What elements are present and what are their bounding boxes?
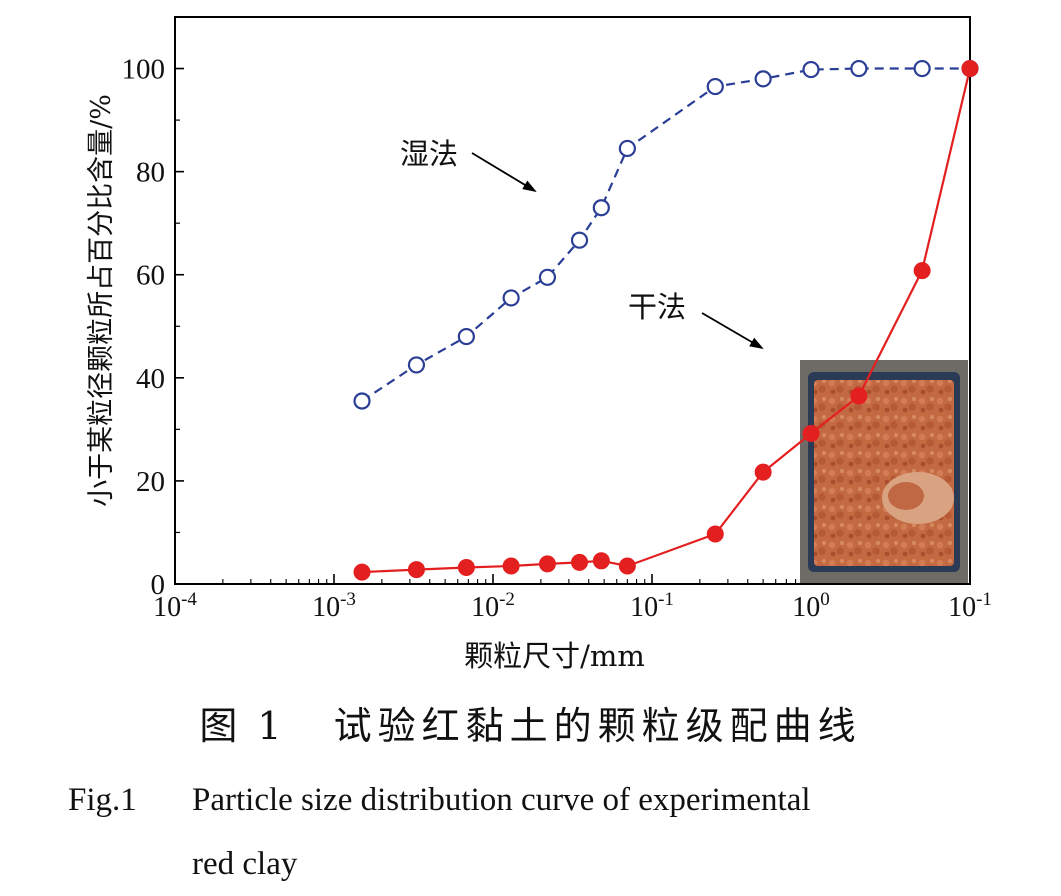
annotation-wet-label: 湿法 [400,137,458,171]
data-point-wet [502,289,520,307]
caption-en-text-line1: Particle size distribution curve of expe… [192,782,811,818]
caption-english: Fig.1 Particle size distribution curve of… [68,768,1028,896]
data-point-wet [538,268,557,286]
data-point-dry [407,561,425,579]
y-tick-label: 40 [136,363,165,395]
data-point-wet [457,327,475,346]
caption-en-text-line2: red clay [192,846,298,882]
annotation-dry-label: 干法 [628,290,686,324]
particle-size-chart: 0 20 40 60 80 100 10-4 10-3 10-2 10-1 100 10-1 颗粒尺寸/… [86,16,992,673]
data-point-dry [353,563,371,581]
plot-frame [174,16,971,585]
caption-cn-text: 试验红黏土的颗粒级配曲线 [333,704,862,748]
inset-clay-in-hand [888,482,924,510]
x-tick-label: 10-3 [312,589,356,623]
inset-photo-clay-tray [800,360,968,583]
x-tick-label: 10-4 [153,589,197,623]
data-point-wet [913,59,931,78]
data-point-dry [538,555,556,573]
caption-en-label: Fig.1 [68,782,137,818]
data-point-dry [706,525,724,543]
data-point-dry [913,262,931,280]
x-tick-label: 100 [792,589,830,623]
y-tick-label: 0 [151,569,166,601]
data-point-wet [706,77,724,96]
y-axis-title: 小于某粒径颗粒所占百分比含量/% [86,94,117,507]
y-tick-label: 100 [122,54,166,86]
data-point-wet [802,60,820,79]
data-point-wet [592,199,610,217]
caption-cn-label: 图 [199,704,244,748]
data-point-wet [570,231,589,249]
x-tick-label: 10-1 [630,589,674,623]
inset-clay-surface [814,380,954,566]
data-point-wet [754,70,772,88]
y-tick-label: 20 [136,466,165,498]
y-tick-label: 80 [136,157,165,189]
data-point-dry [961,60,979,78]
data-point-dry [457,559,475,577]
annotation-dry-arrow [701,312,764,350]
data-point-dry [618,557,636,575]
data-point-wet [850,59,868,78]
x-tick-label: 10-2 [471,589,515,623]
data-point-wet [618,139,636,158]
data-point-dry [754,463,772,481]
data-point-dry [502,557,520,575]
data-point-dry [592,552,610,570]
chart-area: 0 20 40 60 80 100 10-4 10-3 10-2 10-1 100 10-1 颗粒尺寸/… [86,16,992,673]
data-point-wet [353,392,371,410]
x-axis-title: 颗粒尺寸/mm [464,639,645,673]
annotation-wet-arrow [471,152,537,193]
caption-chinese: 图 1 试验红黏土的颗粒级配曲线 [0,695,1061,750]
data-point-dry [850,387,868,405]
x-tick-label: 10-1 [948,589,992,623]
caption-cn-number: 1 [257,704,288,748]
series-line-wet [361,67,970,402]
data-point-dry [802,424,820,442]
data-point-wet [407,356,426,374]
data-point-dry [571,553,589,571]
y-tick-label: 60 [136,260,165,292]
